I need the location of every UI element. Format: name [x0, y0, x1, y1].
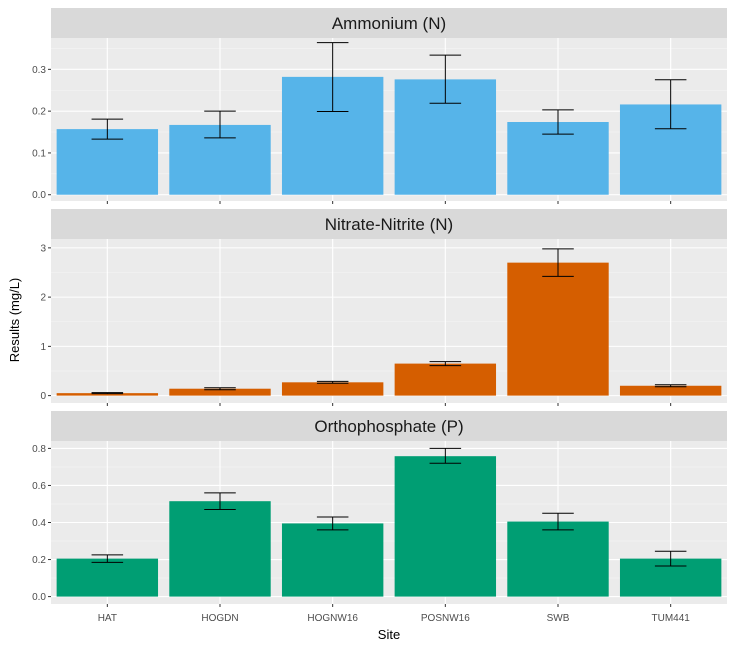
chart-panels: Ammonium (N) 0.0 0.1 0.2 0.3 Nitrate-Nitrite … — [32, 8, 727, 624]
error-bar — [316, 516, 349, 531]
panel-title: Ammonium (N) — [332, 14, 446, 33]
panel-strip — [51, 209, 727, 239]
bar — [169, 388, 271, 396]
bar — [56, 393, 159, 396]
bar — [281, 382, 384, 396]
panel-title: Nitrate-Nitrite (N) — [325, 215, 453, 234]
error-bar — [542, 109, 574, 135]
error-bar — [316, 42, 349, 113]
bar — [619, 385, 722, 396]
panel-title: Orthophosphate (P) — [314, 417, 463, 436]
error-bar — [91, 118, 124, 140]
bar — [56, 129, 159, 195]
error-bar — [542, 248, 574, 277]
panel-3: Orthophosphate (P) 0.0 0.2 0.4 0.6 0.8 HAT HOGD… — [32, 411, 727, 624]
y-tick-label: 0.0 — [32, 592, 46, 603]
x-tick-label: POSNW16 — [421, 613, 470, 624]
x-tick-label: HAT — [98, 613, 117, 624]
y-tick-label: 0.1 — [32, 148, 46, 159]
panel-2: Nitrate-Nitrite (N) 0 1 2 3 — [40, 209, 727, 406]
y-tick-label: 0.2 — [32, 107, 46, 118]
error-bar — [542, 512, 574, 531]
bar — [507, 262, 609, 396]
bar — [394, 456, 497, 597]
bar — [56, 558, 159, 597]
y-tick-label: 0.6 — [32, 481, 46, 492]
bar — [507, 521, 609, 597]
error-bar — [316, 380, 349, 384]
bar — [169, 501, 271, 597]
error-bar — [654, 384, 687, 388]
x-axis-title: Site — [378, 627, 400, 642]
y-tick-label: 1 — [40, 342, 46, 353]
error-bar — [91, 554, 124, 563]
y-axis-title: Results (mg/L) — [7, 278, 22, 363]
error-bar — [654, 79, 687, 130]
error-bar — [91, 392, 124, 395]
error-bar — [429, 447, 462, 464]
y-tick-label: 0.8 — [32, 444, 46, 455]
panel-strip — [51, 411, 727, 441]
bar — [281, 523, 384, 597]
y-tick-label: 3 — [40, 243, 46, 254]
x-tick-label: SWB — [547, 613, 570, 624]
y-tick-label: 0.4 — [32, 518, 46, 529]
y-tick-label: 0 — [40, 391, 46, 402]
y-tick-label: 0.0 — [32, 190, 46, 201]
panel-1: Ammonium (N) 0.0 0.1 0.2 0.3 — [32, 8, 727, 204]
x-tick-label: TUM441 — [651, 613, 690, 624]
error-bar — [204, 110, 236, 139]
plot-background — [51, 239, 727, 403]
panel-strip — [51, 8, 727, 38]
y-tick-label: 0.3 — [32, 65, 46, 76]
bar — [394, 363, 497, 396]
x-tick-label: HOGNW16 — [307, 613, 358, 624]
error-bar — [429, 54, 462, 104]
x-tick-label: HOGDN — [201, 613, 238, 624]
y-tick-label: 2 — [40, 293, 46, 304]
error-bar — [204, 492, 236, 511]
error-bar — [654, 550, 687, 567]
error-bar — [204, 387, 236, 391]
error-bar — [429, 361, 462, 367]
y-tick-label: 0.2 — [32, 555, 46, 566]
